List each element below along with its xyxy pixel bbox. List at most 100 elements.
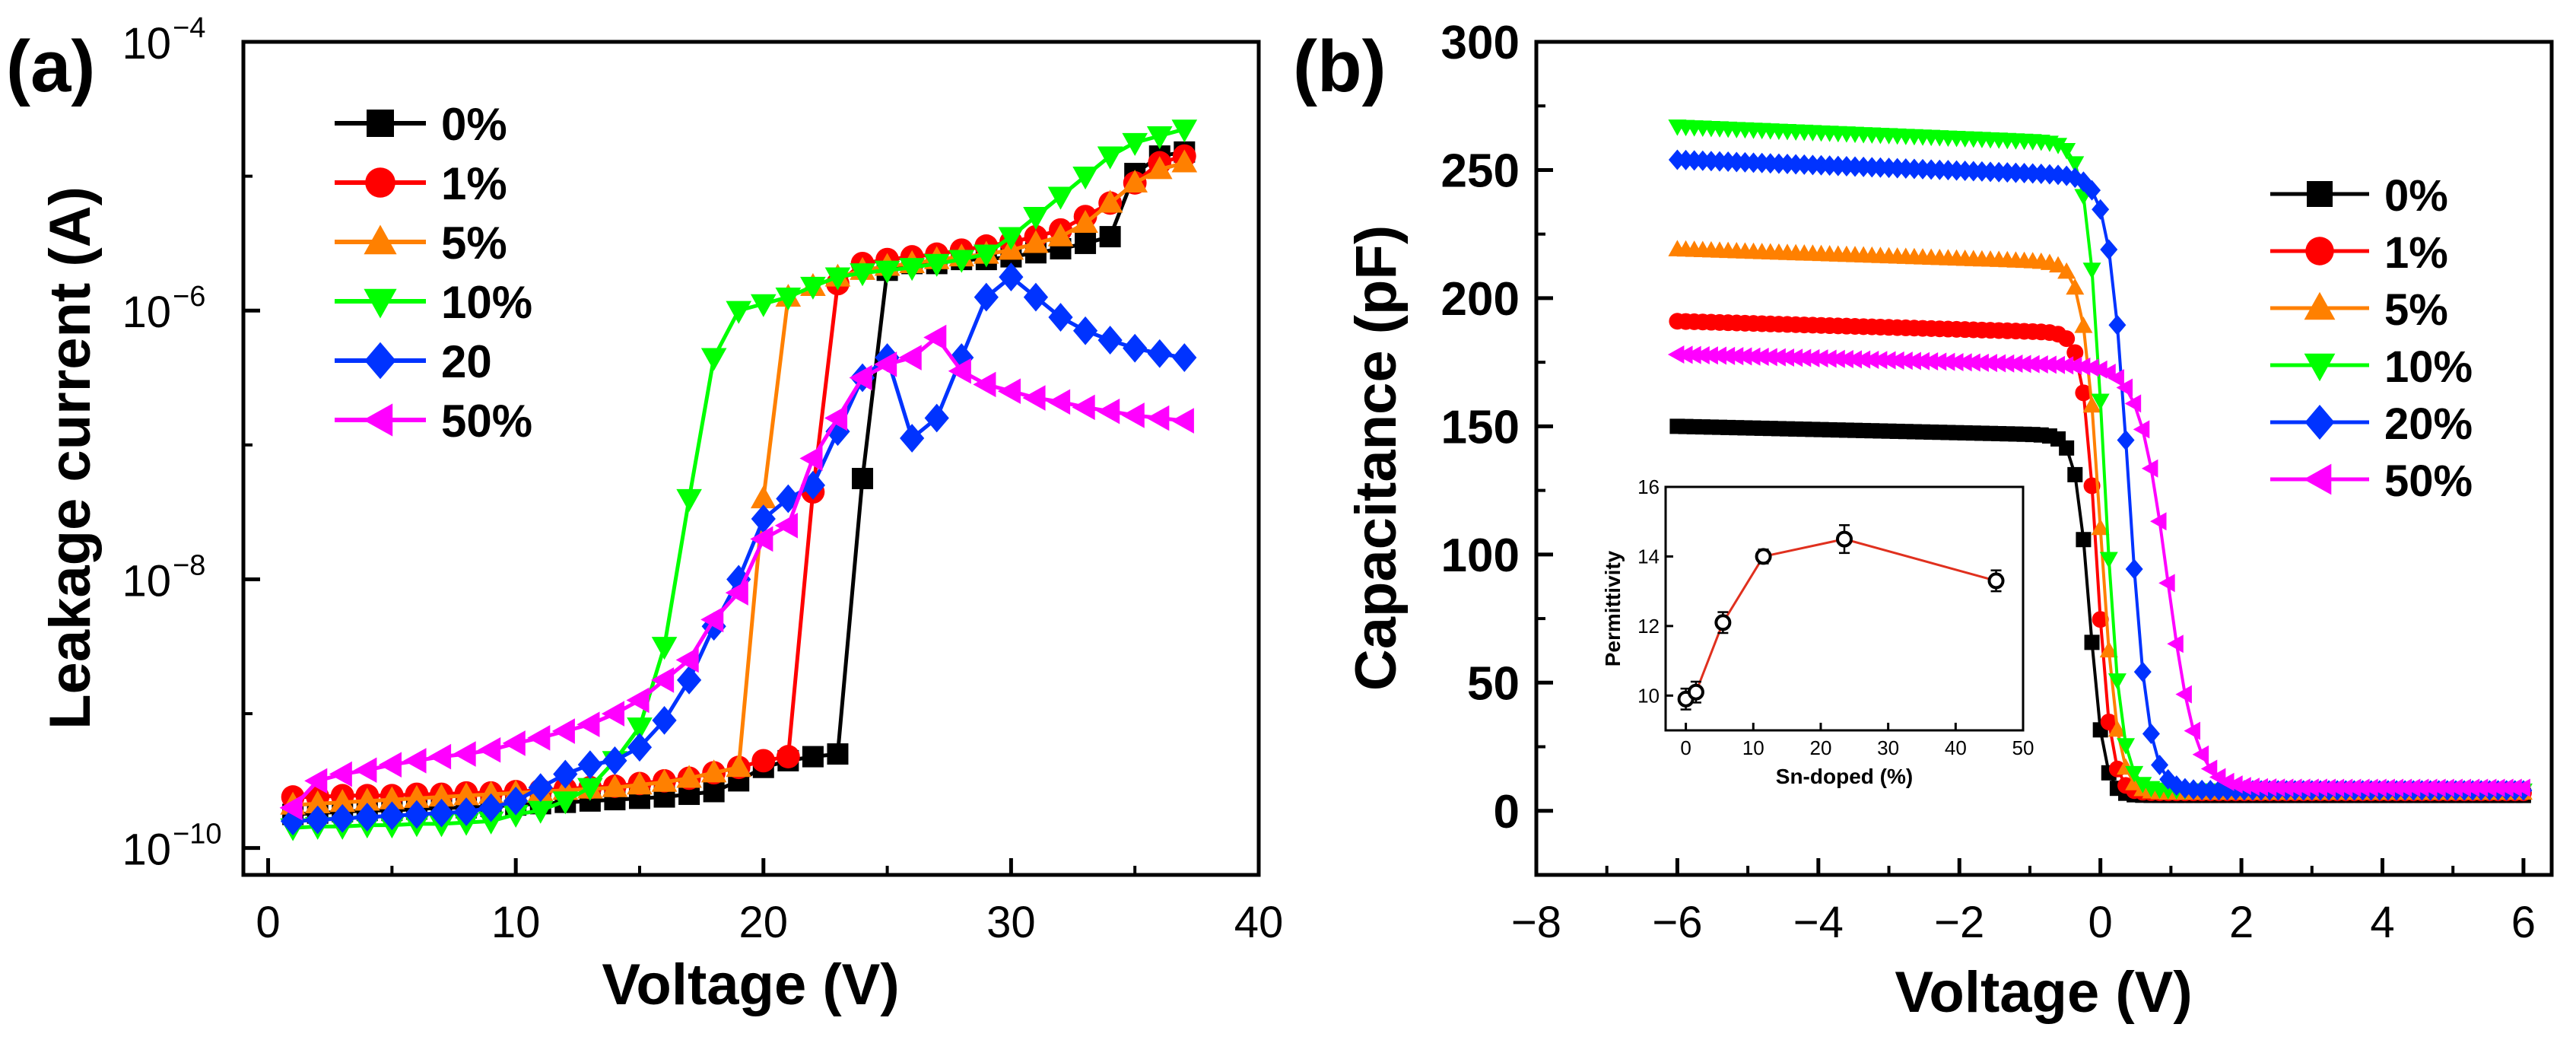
panel-b-y-tick-label: 0 <box>1494 786 1520 838</box>
panel-b-plot-frame <box>1534 40 2554 877</box>
panel-a-point-50pct <box>403 748 427 774</box>
panel-b-point-50pct <box>2505 778 2522 797</box>
panel-b-point-50pct <box>2438 778 2454 797</box>
panel-b-point-50pct <box>2378 778 2395 797</box>
panel-b-point-5pct <box>2066 278 2085 295</box>
panel-a-point-20 <box>1097 326 1123 355</box>
panel-a-point-50pct <box>651 667 675 693</box>
panel-b-point-50pct <box>1735 347 1752 366</box>
panel-b-point-50pct <box>2006 355 2023 374</box>
inset-y-tick-label: 10 <box>1637 684 1660 707</box>
panel-a-point-20 <box>503 786 529 816</box>
panel-b-point-50pct <box>2497 778 2514 797</box>
panel-b-x-tick-label: 4 <box>2370 898 2394 947</box>
panel-b-point-20pct <box>2125 558 2143 580</box>
panel-a-x-tick-label: 10 <box>491 898 541 947</box>
panel-a-point-50pct <box>948 358 971 384</box>
panel-a-point-50pct <box>354 757 377 784</box>
panel-a-point-5pct <box>1047 223 1074 246</box>
panel-b-point-50pct <box>2124 394 2142 413</box>
panel-a-point-50pct <box>799 445 823 472</box>
panel-b-point-50pct <box>1794 348 1812 367</box>
panel-a-point-20 <box>1147 339 1172 368</box>
panel-b-y-axis-label: Capacitance (pF) <box>1344 225 1409 691</box>
panel-a-point-10pct <box>899 258 925 281</box>
panel-a-point-20 <box>553 759 578 789</box>
panel-b-point-50pct <box>2158 574 2175 593</box>
panel-b-point-50pct <box>2479 778 2497 797</box>
panel-a-point-5pct <box>1122 169 1148 193</box>
panel-a-series-50pct <box>279 324 1194 821</box>
panel-b-point-50pct <box>2065 356 2082 375</box>
panel-a-point-20 <box>1172 343 1197 372</box>
panel-a-point-20 <box>974 282 999 312</box>
panel-b-y-tick-label: 100 <box>1441 530 1520 582</box>
panel-a-point-20 <box>577 750 602 780</box>
panel-a-point-10pct <box>824 267 851 291</box>
panel-b-point-50pct <box>1726 347 1744 366</box>
panel-a-point-10pct <box>627 717 653 741</box>
panel-a-x-tick-label: 20 <box>739 898 789 947</box>
panel-a-x-tick-label: 0 <box>256 898 280 947</box>
panel-a-point-10pct <box>1146 126 1173 150</box>
panel-a-y-tick-exponent: −10 <box>173 819 221 851</box>
panel-a-point-10pct <box>948 250 975 273</box>
panel-a-point-50pct <box>750 526 773 552</box>
panel-b-point-50pct <box>2167 634 2184 654</box>
inset-y-tick-label: 12 <box>1637 615 1660 638</box>
panel-a-point-50pct <box>1097 398 1120 425</box>
panel-a-y-tick-exponent: −6 <box>173 281 205 313</box>
panel-a-point-10pct <box>1047 186 1074 210</box>
panel-b-point-50pct <box>2116 378 2133 397</box>
panel-b-point-50pct <box>1828 349 1845 368</box>
panel-a-point-5pct <box>404 784 430 808</box>
panel-b-point-0pct <box>2067 466 2083 482</box>
panel-a-point-20 <box>1048 303 1073 332</box>
panel-b-point-1pct <box>2075 384 2092 402</box>
panel-b-point-50pct <box>2446 778 2463 797</box>
panel-b-point-50pct <box>1862 350 1879 369</box>
panel-a-point-10pct <box>974 244 999 268</box>
panel-b-y-tick-label: 250 <box>1441 145 1520 197</box>
panel-a-point-1pct <box>751 749 776 773</box>
panel-b-point-50pct <box>1845 350 1863 369</box>
inset-y-tick-label: 14 <box>1637 545 1660 568</box>
inset-y-tick-label: 16 <box>1637 475 1660 498</box>
panel-a-legend-label-20: 20 <box>441 336 492 387</box>
inset-y-axis-label: Permittivity <box>1601 550 1625 666</box>
panel-b-point-50pct <box>1972 353 1989 372</box>
panel-a-point-20 <box>652 705 677 735</box>
panel-a-point-10pct <box>651 637 678 660</box>
panel-b-point-50pct <box>1685 345 1701 364</box>
panel-a-point-10pct <box>478 811 504 835</box>
panel-a-point-20 <box>949 343 974 372</box>
panel-b-point-50pct <box>2023 355 2040 374</box>
panel-a-point-5pct <box>726 754 752 778</box>
panel-b-point-50pct <box>1769 348 1786 367</box>
panel-b-point-50pct <box>2260 778 2277 797</box>
panel-a-point-5pct <box>329 789 356 813</box>
panel-b-point-50pct <box>2285 778 2302 797</box>
panel-b-point-50pct <box>2421 778 2438 797</box>
panel-b-point-1pct <box>2092 611 2109 628</box>
panel-a-point-5pct <box>428 784 455 807</box>
inset-point <box>1755 548 1772 565</box>
panel-b-point-50pct <box>1947 352 1964 371</box>
panel-b-y-tick-label: 200 <box>1441 273 1520 326</box>
panel-b-point-50pct <box>1761 348 1777 367</box>
panel-a-point-50pct <box>453 741 476 767</box>
inset-x-tick-label: 50 <box>2012 736 2034 759</box>
panel-b-point-50pct <box>2268 778 2285 797</box>
panel-b-point-50pct <box>1744 347 1761 366</box>
panel-a-point-10pct <box>1072 167 1098 190</box>
panel-b-legend-label-5pct: 5% <box>2384 285 2448 335</box>
panel-b-point-50pct <box>2184 721 2201 740</box>
panel-b-point-50pct <box>2395 778 2412 797</box>
panel-b-point-50pct <box>1837 350 1853 369</box>
inset-data-group <box>1677 524 2005 711</box>
panel-b-point-10pct <box>2049 138 2068 154</box>
panel-b-x-tick-label: 2 <box>2229 898 2254 947</box>
panel-b-point-20pct <box>2133 661 2152 682</box>
panel-a-point-0pct <box>1099 226 1121 248</box>
